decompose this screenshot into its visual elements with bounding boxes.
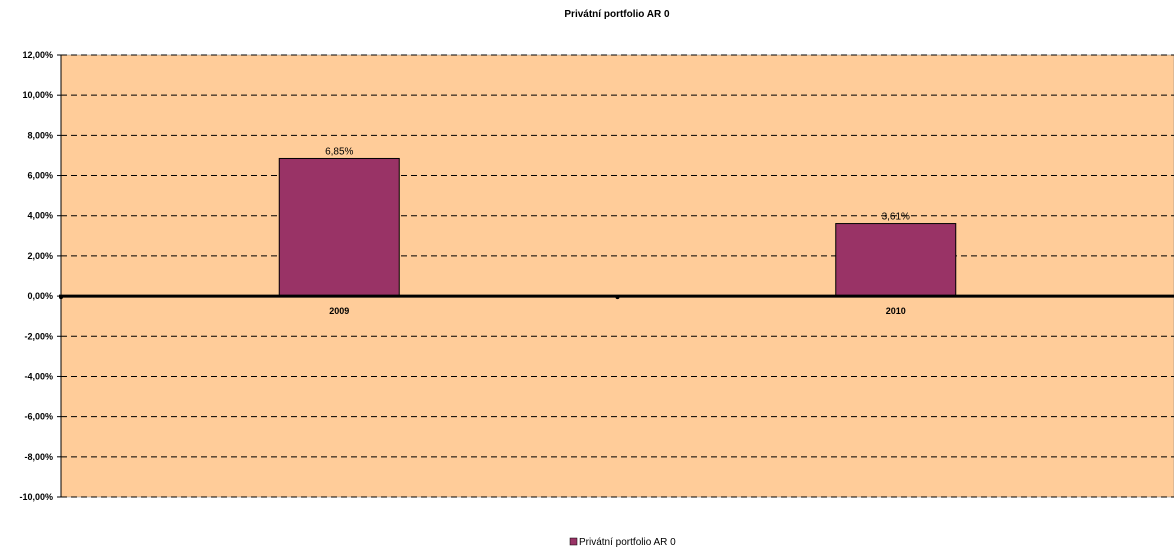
y-tick-label: 2,00% bbox=[27, 251, 53, 261]
x-axis-marker bbox=[615, 295, 620, 300]
y-tick-label: 4,00% bbox=[27, 211, 53, 221]
x-tick-label: 2009 bbox=[329, 306, 349, 316]
y-tick-label: 10,00% bbox=[22, 90, 53, 100]
bar bbox=[835, 223, 957, 297]
y-tick-label: -6,00% bbox=[24, 412, 53, 422]
y-tick-label: 6,00% bbox=[27, 171, 53, 181]
chart-title: Privátní portfolio AR 0 bbox=[564, 9, 670, 20]
y-tick-label: -2,00% bbox=[24, 331, 53, 341]
legend-label: Privátní portfolio AR 0 bbox=[579, 537, 676, 548]
y-tick-label: 8,00% bbox=[27, 130, 53, 140]
x-tick-label: 2010 bbox=[886, 306, 906, 316]
legend-swatch bbox=[569, 537, 578, 546]
y-tick-label: 12,00% bbox=[22, 50, 53, 60]
legend: Privátní portfolio AR 0 bbox=[569, 537, 676, 548]
y-tick-label: 0,00% bbox=[27, 291, 53, 301]
data-label: 3,61% bbox=[882, 212, 910, 223]
plot-area: 12,00% 10,00% 8,00% 6,00% 4,00% 2,00% 0,00% -2,… bbox=[19, 50, 1174, 502]
plot-background bbox=[60, 54, 1174, 498]
bar bbox=[278, 157, 400, 297]
x-axis-marker bbox=[59, 295, 63, 300]
y-tick-label: -8,00% bbox=[24, 452, 53, 462]
y-tick-label: -4,00% bbox=[24, 371, 53, 381]
y-tick-label: -10,00% bbox=[19, 492, 53, 502]
data-label: 6,85% bbox=[325, 146, 353, 157]
